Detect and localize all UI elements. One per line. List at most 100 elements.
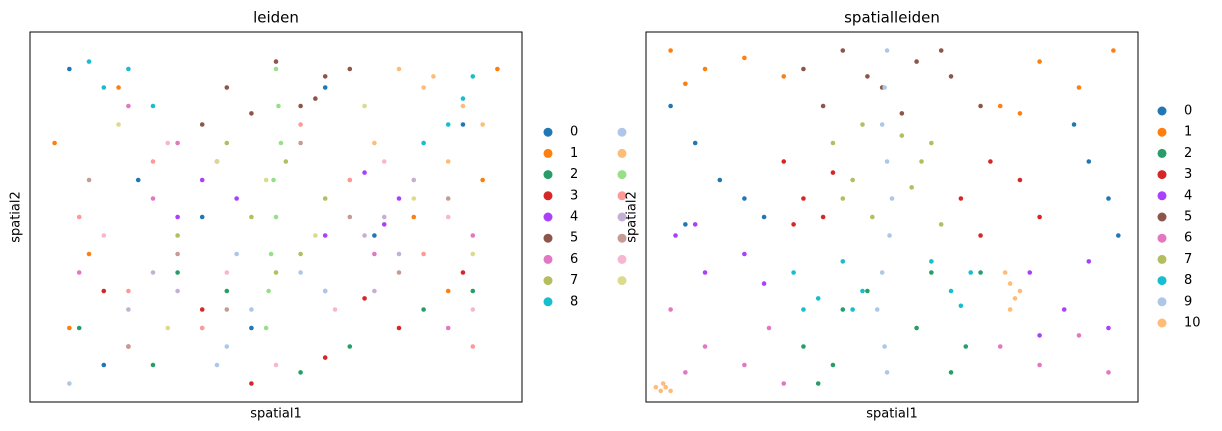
point <box>126 66 131 72</box>
point <box>470 74 476 79</box>
legend-label: 5 <box>1184 210 1192 225</box>
chart-title: spatialleiden <box>844 9 940 27</box>
point <box>199 122 205 127</box>
point <box>431 74 436 79</box>
point <box>76 325 82 331</box>
legend-marker <box>543 212 553 222</box>
point <box>692 222 698 227</box>
point <box>668 48 673 53</box>
point <box>958 196 964 201</box>
point <box>273 59 279 64</box>
point <box>276 103 281 109</box>
point <box>273 270 279 275</box>
point <box>850 177 855 183</box>
point <box>1012 296 1018 301</box>
legend-marker <box>1157 276 1167 286</box>
point <box>234 196 239 201</box>
point <box>150 196 156 201</box>
legend-label: 10 <box>1184 316 1201 331</box>
point <box>396 270 402 275</box>
point <box>673 233 678 238</box>
legend-marker <box>1157 318 1167 328</box>
point <box>801 307 806 312</box>
x-axis-label: spatial1 <box>866 407 918 422</box>
point <box>865 74 870 79</box>
point <box>470 251 476 257</box>
point <box>126 288 131 294</box>
point <box>67 381 72 386</box>
point <box>470 344 476 349</box>
point <box>683 222 688 227</box>
point <box>884 159 890 164</box>
point <box>150 159 156 164</box>
point <box>801 344 806 349</box>
point <box>249 325 254 331</box>
point <box>224 270 230 275</box>
point <box>101 233 107 238</box>
point <box>313 96 318 101</box>
point <box>101 288 107 294</box>
point <box>801 196 806 201</box>
point <box>460 96 466 101</box>
point <box>322 74 328 79</box>
point <box>396 325 402 331</box>
legend-marker <box>617 233 627 243</box>
point <box>460 122 466 127</box>
point <box>411 214 417 220</box>
point <box>882 344 887 349</box>
point <box>668 103 673 109</box>
point <box>322 355 328 360</box>
legend-marker <box>1157 148 1167 158</box>
point <box>658 388 664 394</box>
point <box>214 159 220 164</box>
point <box>283 159 289 164</box>
point <box>263 177 269 183</box>
point <box>199 214 205 220</box>
y-axis-label: spatial2 <box>9 191 24 243</box>
point <box>362 296 367 301</box>
point <box>495 66 500 72</box>
point <box>870 214 875 220</box>
point <box>126 103 131 109</box>
point <box>702 270 708 275</box>
point <box>86 251 92 257</box>
point <box>421 307 426 312</box>
point <box>1002 270 1008 275</box>
point <box>224 288 230 294</box>
point <box>322 288 328 294</box>
legend-label: 4 <box>1184 188 1192 203</box>
point <box>224 85 230 90</box>
point <box>266 288 271 294</box>
point <box>1106 196 1111 201</box>
legend-label: 1 <box>570 146 578 161</box>
point <box>840 196 846 201</box>
point <box>702 66 708 72</box>
point <box>1106 370 1111 375</box>
point <box>396 251 402 257</box>
point <box>820 214 826 220</box>
legend-marker <box>543 254 553 264</box>
legend-marker <box>1157 191 1167 201</box>
point <box>781 381 787 386</box>
point <box>938 222 944 227</box>
point <box>1086 259 1092 264</box>
point <box>381 222 387 227</box>
point <box>919 159 924 164</box>
legend-marker <box>543 297 553 307</box>
point <box>116 85 121 90</box>
point <box>322 85 328 90</box>
point <box>781 74 787 79</box>
point <box>347 66 353 72</box>
point <box>761 214 767 220</box>
point <box>914 59 919 64</box>
y-axis-label: spatial2 <box>625 191 640 243</box>
point <box>653 384 659 390</box>
point <box>273 362 279 368</box>
point <box>199 307 205 312</box>
point <box>1061 307 1067 312</box>
legend-label: 0 <box>1184 104 1192 119</box>
point <box>929 140 934 146</box>
point <box>840 259 846 264</box>
point <box>86 59 92 64</box>
point <box>313 233 318 238</box>
